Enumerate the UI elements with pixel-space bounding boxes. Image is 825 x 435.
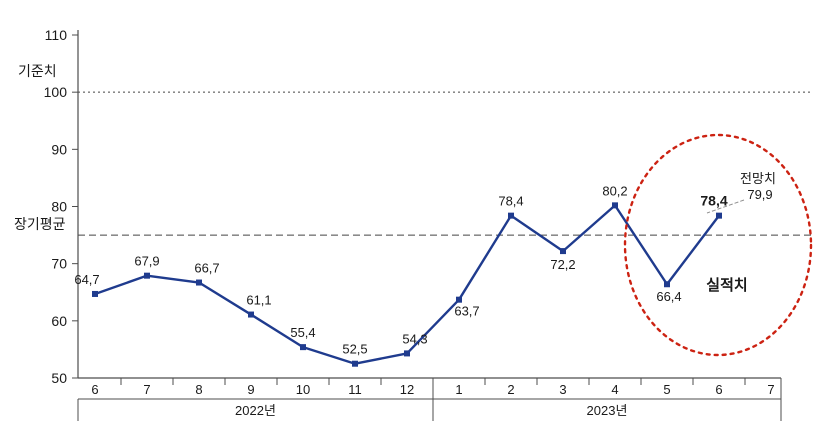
value-label: 78,4 [700,193,727,209]
value-label: 72,2 [550,257,575,272]
forecast-leader-line [706,199,745,214]
value-label: 80,2 [602,183,627,198]
month-label: 11 [348,382,362,397]
value-label: 78,4 [498,194,523,209]
value-label: 67,9 [134,254,159,269]
data-point [560,248,566,255]
data-point [352,360,358,367]
value-label: 55,4 [290,325,315,340]
recent-period-ellipse [623,133,813,357]
data-point [456,296,462,303]
month-label: 6 [715,382,722,397]
forecast-label: 전망치 [740,171,776,186]
y-tick-label: 50 [51,370,67,386]
longterm-average-label: 장기평균 [14,216,66,232]
value-label: 64,7 [74,272,99,287]
year-label-2023: 2023년 [587,403,628,418]
month-label: 12 [400,382,414,397]
value-label: 52,5 [342,342,367,357]
month-label: 7 [143,382,150,397]
value-label: 63,7 [454,304,479,319]
value-label: 54,3 [402,331,427,346]
data-point [508,212,514,219]
month-label: 2 [507,382,514,397]
actual-label: 실적치 [706,276,747,294]
data-point [716,212,722,219]
y-tick-label: 110 [45,27,68,43]
month-label: 6 [91,382,98,397]
value-label: 61,1 [246,293,271,308]
data-point [196,279,202,286]
baseline-label: 기준치 [18,63,57,79]
month-label: 5 [663,382,670,397]
y-tick-label: 100 [44,84,68,100]
data-point [664,281,670,288]
data-point [612,202,618,209]
data-point [300,344,306,351]
data-point [248,311,254,318]
y-tick-label: 70 [51,256,67,272]
month-label: 1 [455,382,462,397]
value-label: 66,4 [656,289,681,304]
year-label-2022: 2022년 [235,403,276,418]
month-label: 10 [296,382,310,397]
data-point [404,350,410,357]
month-label: 8 [195,382,202,397]
forecast-value: 79,9 [747,187,772,202]
month-label: 9 [247,382,254,397]
y-tick-label: 80 [51,199,67,215]
month-label: 4 [611,382,618,397]
data-point [92,290,98,297]
y-tick-label: 90 [51,141,67,157]
month-label: 3 [559,382,566,397]
value-label: 66,7 [194,261,219,276]
y-tick-label: 60 [51,313,67,329]
month-label: 7 [767,382,774,397]
data-point [144,272,150,279]
